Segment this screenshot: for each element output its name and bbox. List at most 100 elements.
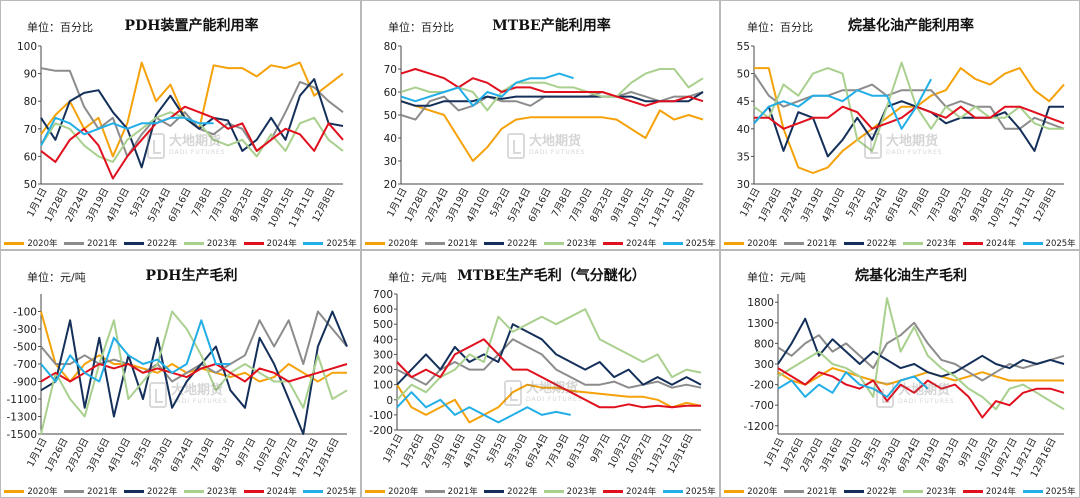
legend-swatch <box>962 489 983 493</box>
watermark-cn: 大地期货 <box>898 383 951 398</box>
legend-item: 2022年 <box>124 237 177 249</box>
chart-panel: 30 35 40 45 50 55 1月1日 1月28日 2月24日 3月19日 4月10日 5月2日… <box>720 0 1080 250</box>
legend-swatch <box>724 241 745 245</box>
legend-item: 2023年 <box>543 485 597 497</box>
series-line-5 <box>754 105 1065 130</box>
legend-label: 2021年 <box>806 487 838 497</box>
legend-label: 2025年 <box>685 239 716 249</box>
series-line-1 <box>400 100 704 162</box>
watermark-cn: 大地期货 <box>526 381 579 396</box>
legend-swatch <box>783 489 804 493</box>
unit-label: 单位：百分比 <box>27 21 93 34</box>
legend-swatch <box>424 489 445 493</box>
legend: 2020年 2021年 2022年 2023年 2024年 2025年 <box>1 485 360 497</box>
watermark-cn: 大地期货 <box>171 383 224 398</box>
y-tick-label: 30 <box>384 156 397 168</box>
chart-panel: -1500 -1300 -1100 -900 -700 -500 -300 -100 1月1日 1… <box>0 250 361 498</box>
series-line-1 <box>754 67 1065 174</box>
y-tick-label: 400 <box>373 334 393 346</box>
legend-swatch <box>603 241 624 245</box>
watermark-logo-icon <box>876 382 894 408</box>
legend-label: 2020年 <box>388 487 419 497</box>
unit-label: 单位：元/吨 <box>27 271 86 284</box>
legend-item: 2024年 <box>962 485 1016 497</box>
legend-item: 2020年 <box>4 237 57 249</box>
series-line-2 <box>40 310 348 383</box>
watermark-text: 大地期货 DADI FUTURES <box>898 384 955 406</box>
y-tick-label: -100 <box>369 410 393 422</box>
legend-label: 2021年 <box>87 487 118 497</box>
legend-label: 2023年 <box>926 487 957 497</box>
legend-swatch <box>303 489 324 493</box>
legend-item: 2021年 <box>64 485 117 497</box>
watermark-en: DADI FUTURES <box>529 149 586 156</box>
series-line-3 <box>40 78 344 169</box>
series-line-1 <box>396 383 702 424</box>
legend-swatch <box>365 241 386 245</box>
y-tick-label: 60 <box>24 151 37 163</box>
legend-item: 2024年 <box>603 485 656 497</box>
unit-label: 单位：百分比 <box>388 21 454 34</box>
legend-label: 2023年 <box>926 239 957 249</box>
y-tick-label: -1100 <box>6 394 37 406</box>
legend: 2020年 2021年 2022年 2023年 2024年 2025年 <box>721 485 1079 497</box>
legend-swatch <box>64 241 85 245</box>
legend-item: 2021年 <box>424 237 478 249</box>
watermark: 大地期货 DADI FUTURES <box>149 382 228 408</box>
legend-swatch <box>365 489 386 493</box>
watermark: 大地期货 DADI FUTURES <box>504 380 583 406</box>
legend-label: 2023年 <box>566 487 597 497</box>
y-tick-label: 50 <box>384 110 397 122</box>
chart-title: MTBE产能利用率 <box>492 18 611 34</box>
legend-label: 2024年 <box>985 239 1017 249</box>
legend-swatch <box>4 489 25 493</box>
chart-panel: 20 30 40 50 60 70 80 1月1日 1月28日 2月24日 3月19日 4月10日 5月… <box>361 0 720 250</box>
y-tick-label: -200 <box>750 380 774 392</box>
y-tick-label: 0 <box>386 395 393 407</box>
legend-swatch <box>662 241 683 245</box>
y-tick-label: 50 <box>24 179 37 191</box>
legend-swatch <box>724 489 745 493</box>
legend-label: 2025年 <box>326 239 357 249</box>
legend-swatch <box>543 489 564 493</box>
watermark-en: DADI FUTURES <box>169 149 226 156</box>
y-tick-label: -1200 <box>743 421 774 433</box>
legend-swatch <box>484 489 505 493</box>
watermark: 大地期货 DADI FUTURES <box>507 133 586 159</box>
y-tick-label: -100 <box>13 307 37 319</box>
y-tick-label: 300 <box>754 359 774 371</box>
chart-svg: 3035404550551月1日1月28日2月24日3月19日4月10日5月2日… <box>737 41 1065 230</box>
legend-item: 2023年 <box>543 237 597 249</box>
watermark: 大地期货 DADI FUTURES <box>147 133 226 159</box>
watermark-logo-icon <box>507 133 525 159</box>
legend-item: 2025年 <box>1022 237 1076 249</box>
unit-label: 单位：元/吨 <box>747 271 806 284</box>
legend-item: 2020年 <box>365 237 418 249</box>
y-tick-label: 1300 <box>747 318 774 330</box>
legend-item: 2024年 <box>243 485 297 497</box>
y-tick-label: 600 <box>373 304 393 316</box>
legend-item: 2021年 <box>424 485 478 497</box>
watermark-text: 大地期货 DADI FUTURES <box>886 135 943 157</box>
chart-title: PDH生产毛利 <box>145 268 238 284</box>
legend-item: 2022年 <box>843 485 897 497</box>
series-line-6 <box>396 391 571 424</box>
legend-item: 2022年 <box>484 485 537 497</box>
legend-item: 2024年 <box>962 237 1017 249</box>
series-line-2 <box>777 321 1065 382</box>
y-tick-label: 35 <box>737 151 750 163</box>
legend-swatch <box>662 489 683 493</box>
watermark-en: DADI FUTURES <box>886 149 943 156</box>
legend-item: 2024年 <box>603 237 656 249</box>
y-tick-label: 80 <box>384 41 397 53</box>
y-tick-label: 90 <box>24 69 37 81</box>
legend-item: 2023年 <box>903 237 956 249</box>
legend-label: 2024年 <box>626 239 657 249</box>
chart-svg: -200-10001002003004005006007001月1日1月26日2… <box>369 289 702 476</box>
y-tick-label: 55 <box>737 41 750 53</box>
y-tick-label: -700 <box>750 400 774 412</box>
legend-item: 2022年 <box>484 237 537 249</box>
chart-title: 烷基化油生产毛利 <box>855 268 967 284</box>
y-tick-label: -300 <box>13 324 37 336</box>
y-tick-label: -900 <box>13 377 37 389</box>
